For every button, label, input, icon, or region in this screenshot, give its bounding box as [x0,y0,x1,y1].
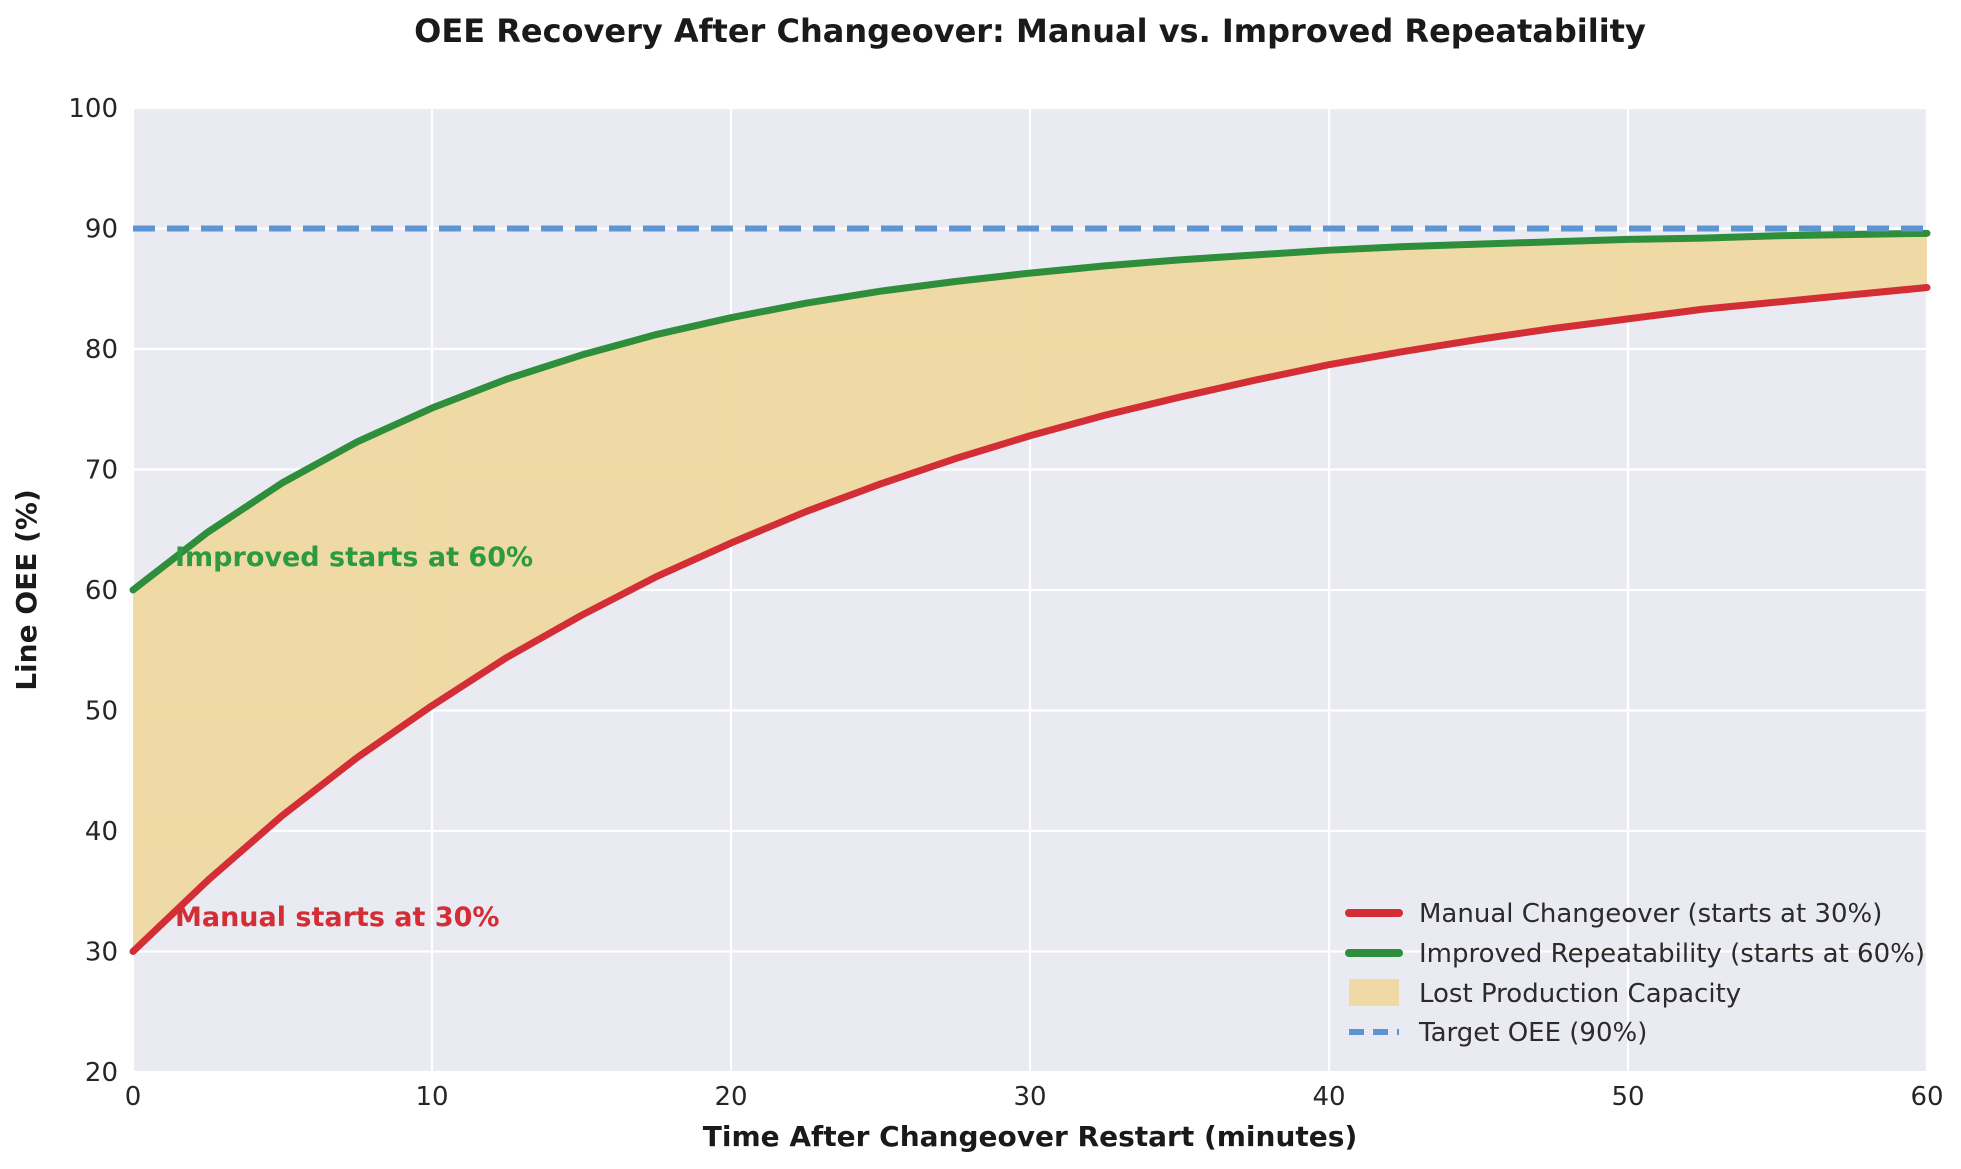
y-tick-label: 100 [68,94,118,124]
legend-item-manual: Manual Changeover (starts at 30%) [1345,899,1882,929]
improved-repeatability-line [129,229,1931,594]
annotation-improved-start: Improved starts at 60% [175,542,533,573]
x-tick-label: 50 [1611,1082,1644,1112]
x-tick-label: 0 [125,1082,142,1112]
annotation-manual-start: Manual starts at 30% [175,902,499,933]
legend: Manual Changeover (starts at 30%) Improv… [1345,899,1925,1048]
y-tick-label: 90 [85,215,118,245]
legend-label-improved: Improved Repeatability (starts at 60%) [1419,939,1925,969]
y-tick-label: 40 [85,817,118,847]
x-tick-label: 20 [714,1082,747,1112]
x-axis-label: Time After Changeover Restart (minutes) [703,1120,1358,1153]
y-tick-label: 70 [85,456,118,486]
legend-patch-tan [1349,979,1399,1006]
legend-item-improved: Improved Repeatability (starts at 60%) [1345,939,1925,969]
manual-changeover-line [129,284,1931,955]
lost-production-fill-area [133,233,1927,952]
y-tick-label: 20 [85,1058,118,1088]
legend-label-lost-capacity: Lost Production Capacity [1419,979,1741,1009]
x-tick-label: 10 [415,1082,448,1112]
y-tick-label: 60 [85,576,118,606]
x-tick-label: 40 [1312,1082,1345,1112]
legend-item-lost-capacity: Lost Production Capacity [1349,979,1741,1009]
legend-label-target: Target OEE (90%) [1418,1018,1647,1048]
x-tick-label: 30 [1013,1082,1046,1112]
chart-title: OEE Recovery After Changeover: Manual vs… [414,12,1646,50]
x-tick-label: 60 [1910,1082,1943,1112]
y-tick-label: 50 [85,697,118,727]
legend-label-manual: Manual Changeover (starts at 30%) [1419,899,1882,929]
y-axis-label: Line OEE (%) [10,489,43,691]
x-axis-tick-labels: 0 10 20 30 40 50 60 [125,1082,1944,1112]
legend-item-target: Target OEE (90%) [1349,1018,1647,1048]
y-tick-label: 30 [85,938,118,968]
y-tick-label: 80 [85,335,118,365]
y-axis-tick-labels: 20 30 40 50 60 70 80 90 100 [68,94,118,1088]
